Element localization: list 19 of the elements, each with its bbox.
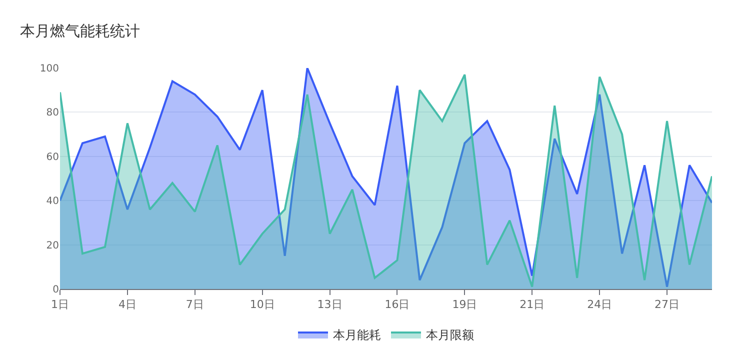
- x-tick-label: 7日: [186, 298, 204, 312]
- x-tick-label: 13日: [317, 298, 342, 312]
- y-tick-label: 20: [46, 240, 59, 252]
- y-tick-label: 80: [46, 108, 59, 119]
- x-tick-label: 21日: [520, 298, 545, 312]
- x-tick-label: 1日: [51, 298, 69, 312]
- legend-label: 本月能耗: [333, 328, 381, 342]
- y-tick-label: 60: [46, 152, 59, 163]
- legend-label: 本月限额: [426, 328, 474, 342]
- x-tick-label: 19日: [452, 298, 478, 312]
- x-tick-label: 27日: [654, 298, 680, 312]
- x-tick-label: 4日: [118, 298, 136, 312]
- y-tick-label: 0: [52, 284, 59, 296]
- x-tick-label: 16日: [384, 298, 410, 312]
- x-tick-label: 24日: [587, 298, 612, 312]
- y-tick-label: 40: [46, 196, 59, 208]
- x-tick-label: 10日: [250, 298, 275, 312]
- y-tick-label: 100: [40, 64, 59, 74]
- chart-title: 本月燃气能耗统计: [20, 22, 140, 40]
